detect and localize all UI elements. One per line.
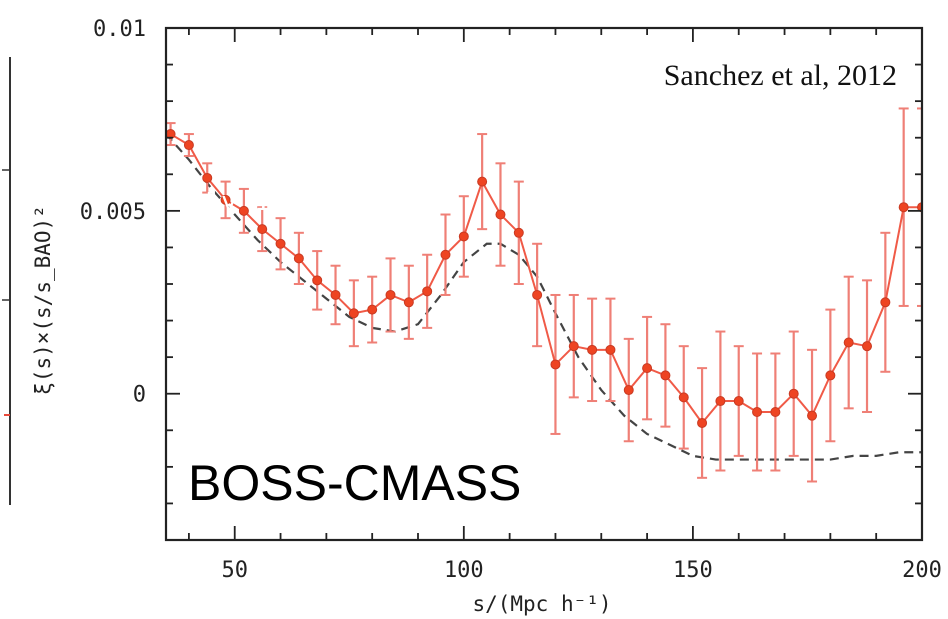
data-point xyxy=(770,407,781,417)
data-point xyxy=(587,344,598,355)
data-point xyxy=(220,194,231,205)
data-point xyxy=(678,392,689,403)
data-point xyxy=(550,359,561,370)
y-tick-label: 0 xyxy=(133,383,146,408)
data-point xyxy=(495,209,506,220)
data-point xyxy=(788,388,799,399)
data-point xyxy=(752,407,763,417)
data-point xyxy=(458,231,469,242)
data-point xyxy=(312,275,323,286)
measurement-line xyxy=(170,133,922,425)
data-point xyxy=(733,396,744,407)
data-point xyxy=(257,224,268,235)
survey-annotation: BOSS-CMASS xyxy=(188,455,521,511)
x-axis-label: s/(Mpc h⁻¹) xyxy=(472,592,611,616)
data-point xyxy=(330,289,341,300)
data-point xyxy=(403,297,414,308)
data-point xyxy=(385,289,396,300)
x-tick-label: 100 xyxy=(444,558,484,583)
plot-area xyxy=(166,107,922,483)
data-point xyxy=(477,176,488,187)
data-point xyxy=(367,304,378,315)
data-point xyxy=(642,363,653,374)
faint-annotation: 1v -11 0 xyxy=(205,187,312,217)
data-point xyxy=(183,140,194,151)
data-point xyxy=(202,172,213,183)
data-point xyxy=(293,253,304,264)
data-point xyxy=(843,337,854,348)
data-point xyxy=(605,344,616,355)
y-axis-label: ξ(s)×(s/s_BAO)² xyxy=(31,205,55,395)
data-point xyxy=(422,286,433,297)
plot-content xyxy=(166,107,922,483)
data-point xyxy=(807,410,818,421)
data-point xyxy=(513,227,524,238)
data-point xyxy=(532,289,543,300)
y-tick-label: 0.005 xyxy=(80,200,146,225)
x-tick-label: 150 xyxy=(673,558,713,583)
y-tick-label: 0.01 xyxy=(93,17,146,42)
data-point xyxy=(568,341,579,352)
data-point xyxy=(715,396,726,407)
data-point xyxy=(880,297,891,308)
error-bar xyxy=(917,107,922,307)
data-point xyxy=(862,341,873,352)
data-point xyxy=(898,202,909,213)
x-tick-label: 200 xyxy=(902,558,942,583)
data-point xyxy=(440,249,451,260)
data-point xyxy=(697,417,708,428)
data-point xyxy=(917,202,922,213)
data-point xyxy=(660,370,671,381)
axes: 50 100 150 200 0 0.005 0.01 xyxy=(80,17,942,583)
data-point xyxy=(623,385,634,396)
data-point xyxy=(825,370,836,381)
data-point xyxy=(238,205,249,216)
credit-annotation: Sanchez et al, 2012 xyxy=(664,59,897,92)
x-tick-label: 50 xyxy=(221,558,248,583)
data-point xyxy=(348,308,359,319)
data-point xyxy=(275,238,286,249)
